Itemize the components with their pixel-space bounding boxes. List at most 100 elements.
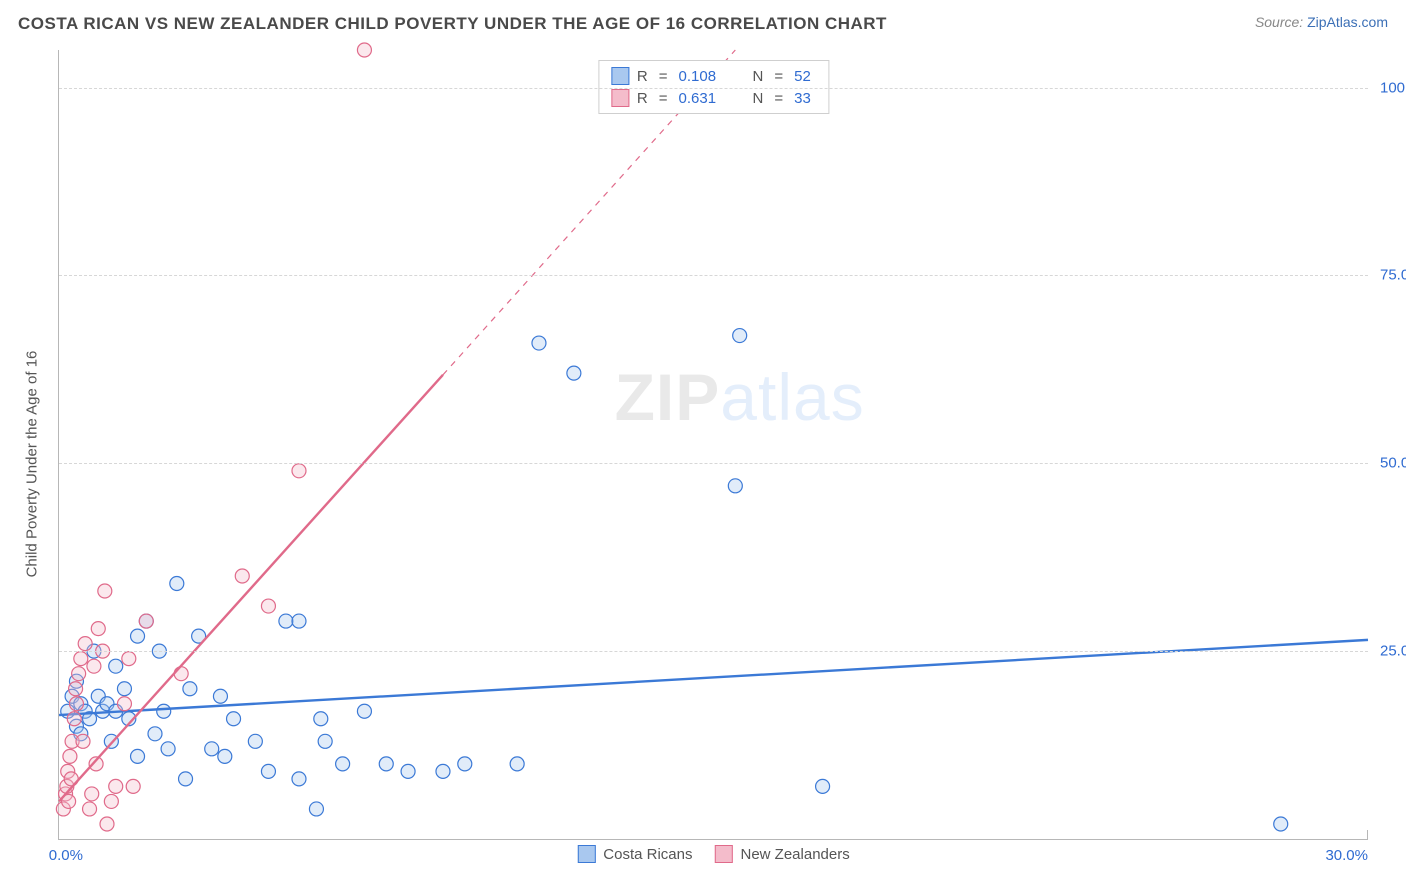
correlation-legend-row-new_zealanders: R = 0.631 N = 33: [609, 87, 818, 109]
source-link[interactable]: ZipAtlas.com: [1307, 14, 1388, 30]
data-point-new_zealanders: [139, 614, 153, 628]
data-point-new_zealanders: [292, 464, 306, 478]
data-point-costa_ricans: [179, 772, 193, 786]
data-point-new_zealanders: [261, 599, 275, 613]
series-legend-item-new_zealanders: New Zealanders: [714, 845, 849, 863]
legend-r-value-costa_ricans: 0.108: [679, 68, 725, 85]
data-point-costa_ricans: [218, 749, 232, 763]
data-point-new_zealanders: [78, 637, 92, 651]
data-point-new_zealanders: [98, 584, 112, 598]
data-point-new_zealanders: [174, 667, 188, 681]
source-attribution: Source: ZipAtlas.com: [1255, 14, 1388, 30]
data-point-new_zealanders: [74, 652, 88, 666]
data-point-costa_ricans: [248, 734, 262, 748]
data-point-costa_ricans: [170, 577, 184, 591]
data-point-costa_ricans: [510, 757, 524, 771]
data-point-new_zealanders: [91, 622, 105, 636]
legend-eq: =: [659, 90, 668, 107]
series-legend-label-costa_ricans: Costa Ricans: [603, 846, 692, 863]
y-axis-tick-label: 100.0%: [1370, 79, 1406, 96]
gridline-h: [59, 88, 1368, 89]
data-point-new_zealanders: [104, 794, 118, 808]
data-point-costa_ricans: [1274, 817, 1288, 831]
y-axis-tick-label: 50.0%: [1370, 455, 1406, 472]
source-label: Source:: [1255, 14, 1303, 30]
data-point-new_zealanders: [69, 697, 83, 711]
data-point-costa_ricans: [314, 712, 328, 726]
data-point-costa_ricans: [279, 614, 293, 628]
legend-r-label: R: [637, 90, 648, 107]
data-point-costa_ricans: [532, 336, 546, 350]
x-axis-max-label: 30.0%: [1325, 839, 1368, 864]
data-point-costa_ricans: [728, 479, 742, 493]
legend-swatch-new_zealanders: [611, 89, 629, 107]
data-point-new_zealanders: [72, 667, 86, 681]
legend-r-label: R: [637, 68, 648, 85]
legend-n-label: N: [753, 90, 764, 107]
legend-swatch-costa_ricans: [611, 67, 629, 85]
data-point-costa_ricans: [205, 742, 219, 756]
data-point-new_zealanders: [67, 712, 81, 726]
y-axis-tick-label: 25.0%: [1370, 643, 1406, 660]
data-point-costa_ricans: [292, 614, 306, 628]
data-point-new_zealanders: [235, 569, 249, 583]
data-point-costa_ricans: [567, 366, 581, 380]
data-point-costa_ricans: [161, 742, 175, 756]
legend-n-value-costa_ricans: 52: [794, 68, 816, 85]
data-point-costa_ricans: [109, 659, 123, 673]
data-point-costa_ricans: [816, 779, 830, 793]
data-point-costa_ricans: [318, 734, 332, 748]
legend-swatch-new_zealanders: [714, 845, 732, 863]
y-axis-tick-label: 75.0%: [1370, 267, 1406, 284]
x-axis-min-label: 0.0%: [49, 839, 83, 864]
data-point-new_zealanders: [109, 779, 123, 793]
legend-eq: =: [774, 90, 783, 107]
data-point-costa_ricans: [157, 704, 171, 718]
data-point-costa_ricans: [336, 757, 350, 771]
data-point-costa_ricans: [117, 682, 131, 696]
data-point-new_zealanders: [117, 697, 131, 711]
data-point-new_zealanders: [87, 659, 101, 673]
gridline-h: [59, 275, 1368, 276]
y-axis-label: Child Poverty Under the Age of 16: [24, 351, 41, 578]
data-point-costa_ricans: [261, 764, 275, 778]
data-point-new_zealanders: [126, 779, 140, 793]
chart-title: COSTA RICAN VS NEW ZEALANDER CHILD POVER…: [18, 14, 887, 34]
series-legend-label-new_zealanders: New Zealanders: [740, 846, 849, 863]
legend-swatch-costa_ricans: [577, 845, 595, 863]
data-point-new_zealanders: [85, 787, 99, 801]
data-point-costa_ricans: [436, 764, 450, 778]
data-point-costa_ricans: [458, 757, 472, 771]
data-point-costa_ricans: [183, 682, 197, 696]
correlation-legend-row-costa_ricans: R=0.108N=52: [609, 65, 818, 87]
data-point-new_zealanders: [357, 43, 371, 57]
plot-area: ZIPatlas R=0.108N=52R=0.631N=33 Costa Ri…: [58, 50, 1368, 840]
data-point-new_zealanders: [100, 817, 114, 831]
data-point-new_zealanders: [69, 682, 83, 696]
legend-n-label: N: [753, 68, 764, 85]
gridline-h: [59, 463, 1368, 464]
chart-svg-layer: [59, 50, 1368, 839]
series-legend: Costa Ricans New Zealanders: [577, 839, 849, 863]
data-point-costa_ricans: [401, 764, 415, 778]
data-point-costa_ricans: [733, 329, 747, 343]
data-point-costa_ricans: [213, 689, 227, 703]
data-point-costa_ricans: [357, 704, 371, 718]
data-point-costa_ricans: [131, 629, 145, 643]
series-legend-item-costa_ricans: Costa Ricans: [577, 845, 692, 863]
data-point-new_zealanders: [83, 802, 97, 816]
legend-n-value-new_zealanders: 33: [794, 90, 816, 107]
data-point-costa_ricans: [309, 802, 323, 816]
legend-r-value-new_zealanders: 0.631: [679, 90, 725, 107]
data-point-costa_ricans: [379, 757, 393, 771]
data-point-new_zealanders: [63, 749, 77, 763]
data-point-costa_ricans: [148, 727, 162, 741]
data-point-costa_ricans: [131, 749, 145, 763]
data-point-new_zealanders: [76, 734, 90, 748]
legend-eq: =: [774, 68, 783, 85]
data-point-costa_ricans: [227, 712, 241, 726]
gridline-h: [59, 651, 1368, 652]
data-point-new_zealanders: [122, 652, 136, 666]
data-point-costa_ricans: [292, 772, 306, 786]
chart-container: Child Poverty Under the Age of 16 ZIPatl…: [18, 44, 1388, 884]
